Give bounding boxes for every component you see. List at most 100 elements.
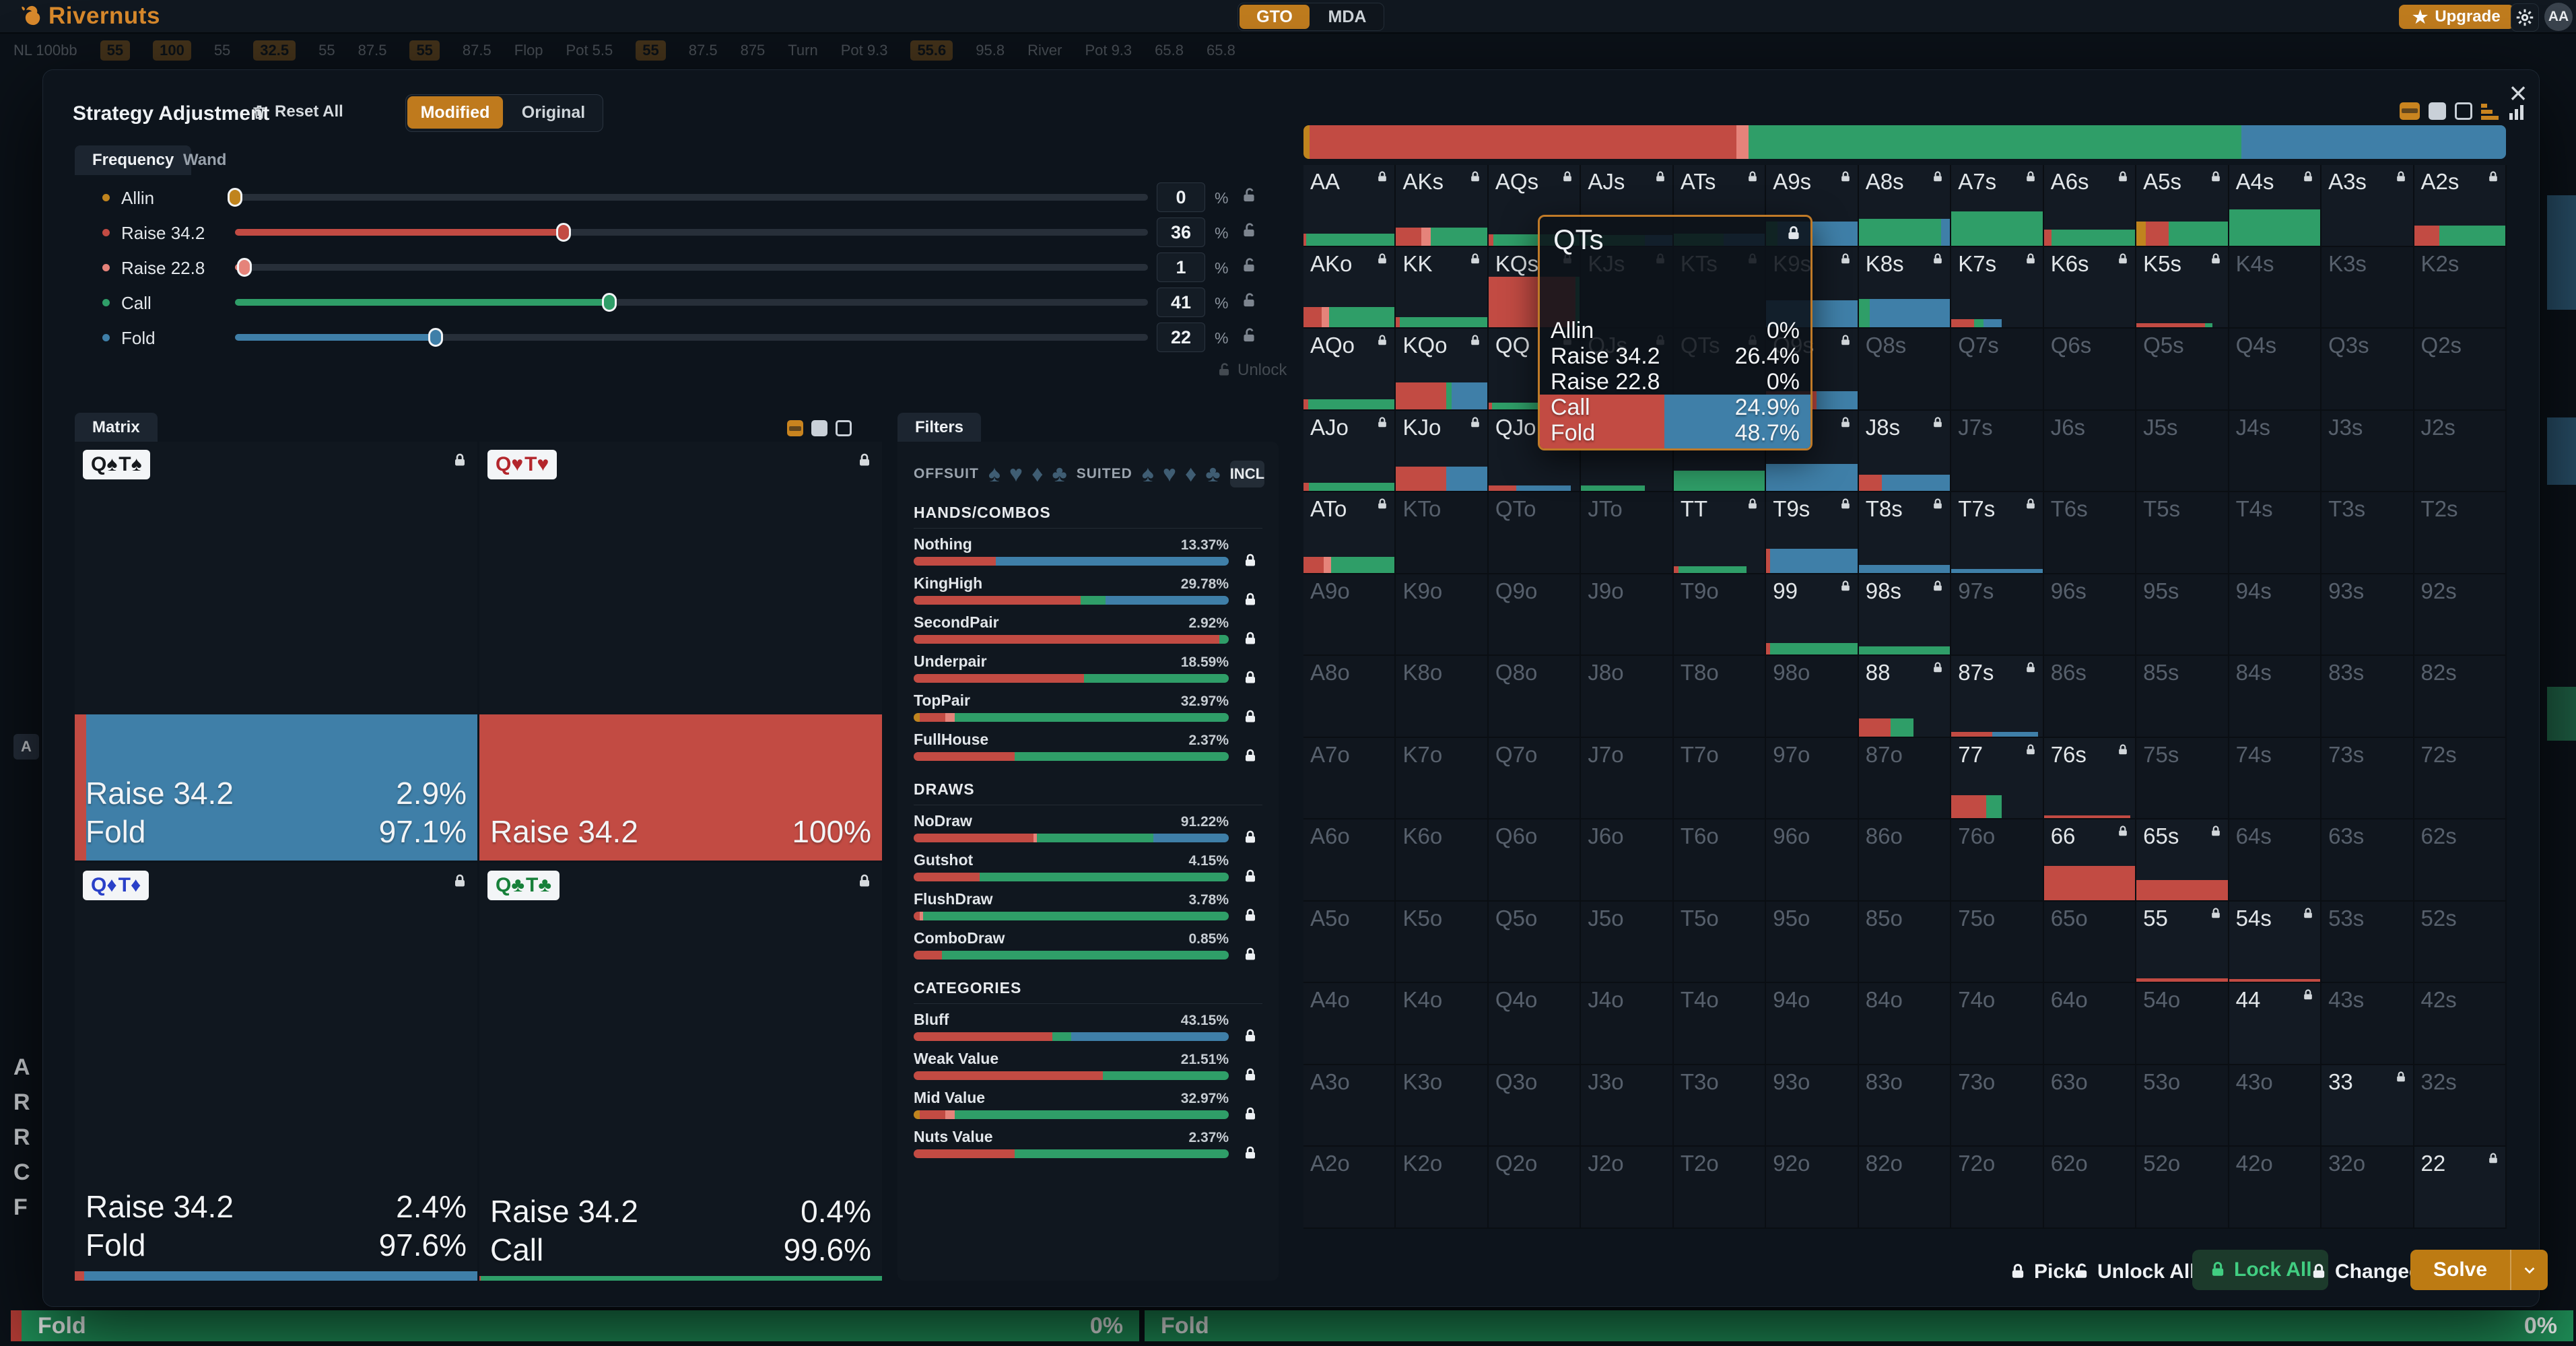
grid-cell-K9o[interactable]: K9o [1396,574,1489,657]
grid-cell-J4o[interactable]: J4o [1581,983,1674,1065]
view-filled-icon[interactable] [2429,102,2446,120]
brand-logo[interactable]: Rivernuts [18,3,160,30]
slider-track[interactable] [228,188,1148,207]
matrix-cell-QhTh[interactable]: Q♥ T♥ Raise 34.2 100% [479,442,882,861]
grid-cell-K7s[interactable]: K7s [1951,246,2044,329]
grid-cell-Q4s[interactable]: Q4s [2229,329,2322,411]
matrix-cell-QcTc[interactable]: Q♣ T♣ Raise 34.2 0.4% Call 99.6% [479,862,882,1281]
lock-icon[interactable] [2116,170,2130,184]
grid-cell-AKo[interactable]: AKo [1303,246,1396,329]
club-icon[interactable]: ♣ [1205,461,1221,487]
grid-cell-85s[interactable]: 85s [2136,656,2229,738]
grid-cell-T3o[interactable]: T3o [1673,1065,1767,1147]
grid-cell-Q5o[interactable]: Q5o [1488,901,1582,984]
grid-cell-98s[interactable]: 98s [1858,574,1952,657]
spade-icon[interactable]: ♠ [1141,461,1154,487]
grid-cell-42s[interactable]: 42s [2414,983,2507,1065]
diamond-icon[interactable]: ♦ [1185,461,1197,487]
lock-icon[interactable] [1931,253,1944,266]
lock-icon[interactable] [2209,170,2223,184]
grid-cell-J3o[interactable]: J3o [1581,1065,1674,1147]
lock-icon[interactable] [1468,334,1482,347]
lock-icon[interactable] [1376,334,1389,347]
lock-icon[interactable] [1242,869,1258,885]
lock-icon[interactable] [1839,334,1852,347]
grid-cell-Q6s[interactable]: Q6s [2043,329,2137,411]
filter-strategy-bar[interactable] [914,752,1229,761]
grid-cell-Q3o[interactable]: Q3o [1488,1065,1582,1147]
lock-icon[interactable] [1242,947,1258,963]
grid-cell-54s[interactable]: 54s [2229,901,2322,984]
grid-cell-Q3s[interactable]: Q3s [2321,329,2414,411]
grid-cell-66[interactable]: 66 [2043,819,2137,902]
lock-icon[interactable] [1839,580,1852,593]
offsuit-suit-icons[interactable]: ♠ ♥ ♦ ♣ [988,461,1067,487]
lock-icon[interactable] [1468,416,1482,430]
slider-track[interactable] [235,328,1148,347]
lock-icon[interactable] [2209,825,2223,838]
grid-cell-Q8o[interactable]: Q8o [1488,656,1582,738]
toggle-modified[interactable]: Modified [407,96,503,129]
grid-cell-73s[interactable]: 73s [2321,737,2414,820]
grid-cell-22[interactable]: 22 [2414,1147,2507,1229]
grid-cell-93o[interactable]: 93o [1766,1065,1859,1147]
lock-icon[interactable] [1931,416,1944,430]
grid-cell-Q2o[interactable]: Q2o [1488,1147,1582,1229]
grid-cell-83s[interactable]: 83s [2321,656,2414,738]
slider-thumb[interactable] [556,223,572,242]
grid-cell-K7o[interactable]: K7o [1396,737,1489,820]
grid-cell-T9s[interactable]: T9s [1766,492,1859,574]
grid-cell-86o[interactable]: 86o [1858,819,1952,902]
grid-cell-96o[interactable]: 96o [1766,819,1859,902]
grid-cell-A8o[interactable]: A8o [1303,656,1396,738]
upgrade-button[interactable]: ★ Upgrade [2399,5,2514,29]
slider-value-input[interactable]: 0 [1157,182,1205,212]
grid-cell-33[interactable]: 33 [2321,1065,2414,1147]
view-outline-icon[interactable] [2455,102,2472,120]
lock-icon[interactable] [1242,1028,1258,1044]
grid-cell-88[interactable]: 88 [1858,656,1952,738]
grid-cell-ATo[interactable]: ATo [1303,492,1396,574]
grid-cell-54o[interactable]: 54o [2136,983,2229,1065]
grid-cell-T3s[interactable]: T3s [2321,492,2414,574]
lock-icon[interactable] [2301,988,2315,1002]
grid-cell-T2s[interactable]: T2s [2414,492,2507,574]
avatar[interactable]: AA [2544,3,2573,31]
grid-cell-75s[interactable]: 75s [2136,737,2229,820]
grid-cell-Q2s[interactable]: Q2s [2414,329,2507,411]
lock-icon[interactable] [1242,670,1258,686]
view-outline-icon[interactable] [836,420,852,436]
grid-cell-A6s[interactable]: A6s [2043,165,2137,247]
grid-cell-J2s[interactable]: J2s [2414,410,2507,493]
grid-cell-T6o[interactable]: T6o [1673,819,1767,902]
grid-cell-32o[interactable]: 32o [2321,1147,2414,1229]
filter-strategy-bar[interactable] [914,834,1229,842]
grid-cell-72s[interactable]: 72s [2414,737,2507,820]
lock-icon[interactable] [1931,170,1944,184]
lock-icon[interactable] [2116,825,2130,838]
view-barchart-icon[interactable] [2507,102,2525,120]
grid-cell-K3s[interactable]: K3s [2321,246,2414,329]
grid-cell-95o[interactable]: 95o [1766,901,1859,984]
lock-icon[interactable] [2024,253,2037,266]
grid-cell-KTo[interactable]: KTo [1396,492,1489,574]
lock-icon[interactable] [1931,580,1944,593]
grid-cell-K8s[interactable]: K8s [1858,246,1952,329]
grid-cell-J2o[interactable]: J2o [1581,1147,1674,1229]
lock-icon[interactable] [1376,253,1389,266]
filter-strategy-bar[interactable] [914,557,1229,566]
grid-cell-63o[interactable]: 63o [2043,1065,2137,1147]
grid-cell-75o[interactable]: 75o [1951,901,2044,984]
heart-icon[interactable]: ♥ [1009,461,1023,487]
filter-strategy-bar[interactable] [914,596,1229,605]
lock-icon[interactable] [2116,743,2130,757]
grid-cell-AJo[interactable]: AJo [1303,410,1396,493]
grid-cell-83o[interactable]: 83o [1858,1065,1952,1147]
lock-icon[interactable] [856,452,873,469]
grid-cell-K5s[interactable]: K5s [2136,246,2229,329]
grid-cell-A5o[interactable]: A5o [1303,901,1396,984]
grid-cell-32s[interactable]: 32s [2414,1065,2507,1147]
grid-cell-92o[interactable]: 92o [1766,1147,1859,1229]
lock-icon[interactable] [2024,170,2037,184]
lock-icon[interactable] [2209,907,2223,920]
